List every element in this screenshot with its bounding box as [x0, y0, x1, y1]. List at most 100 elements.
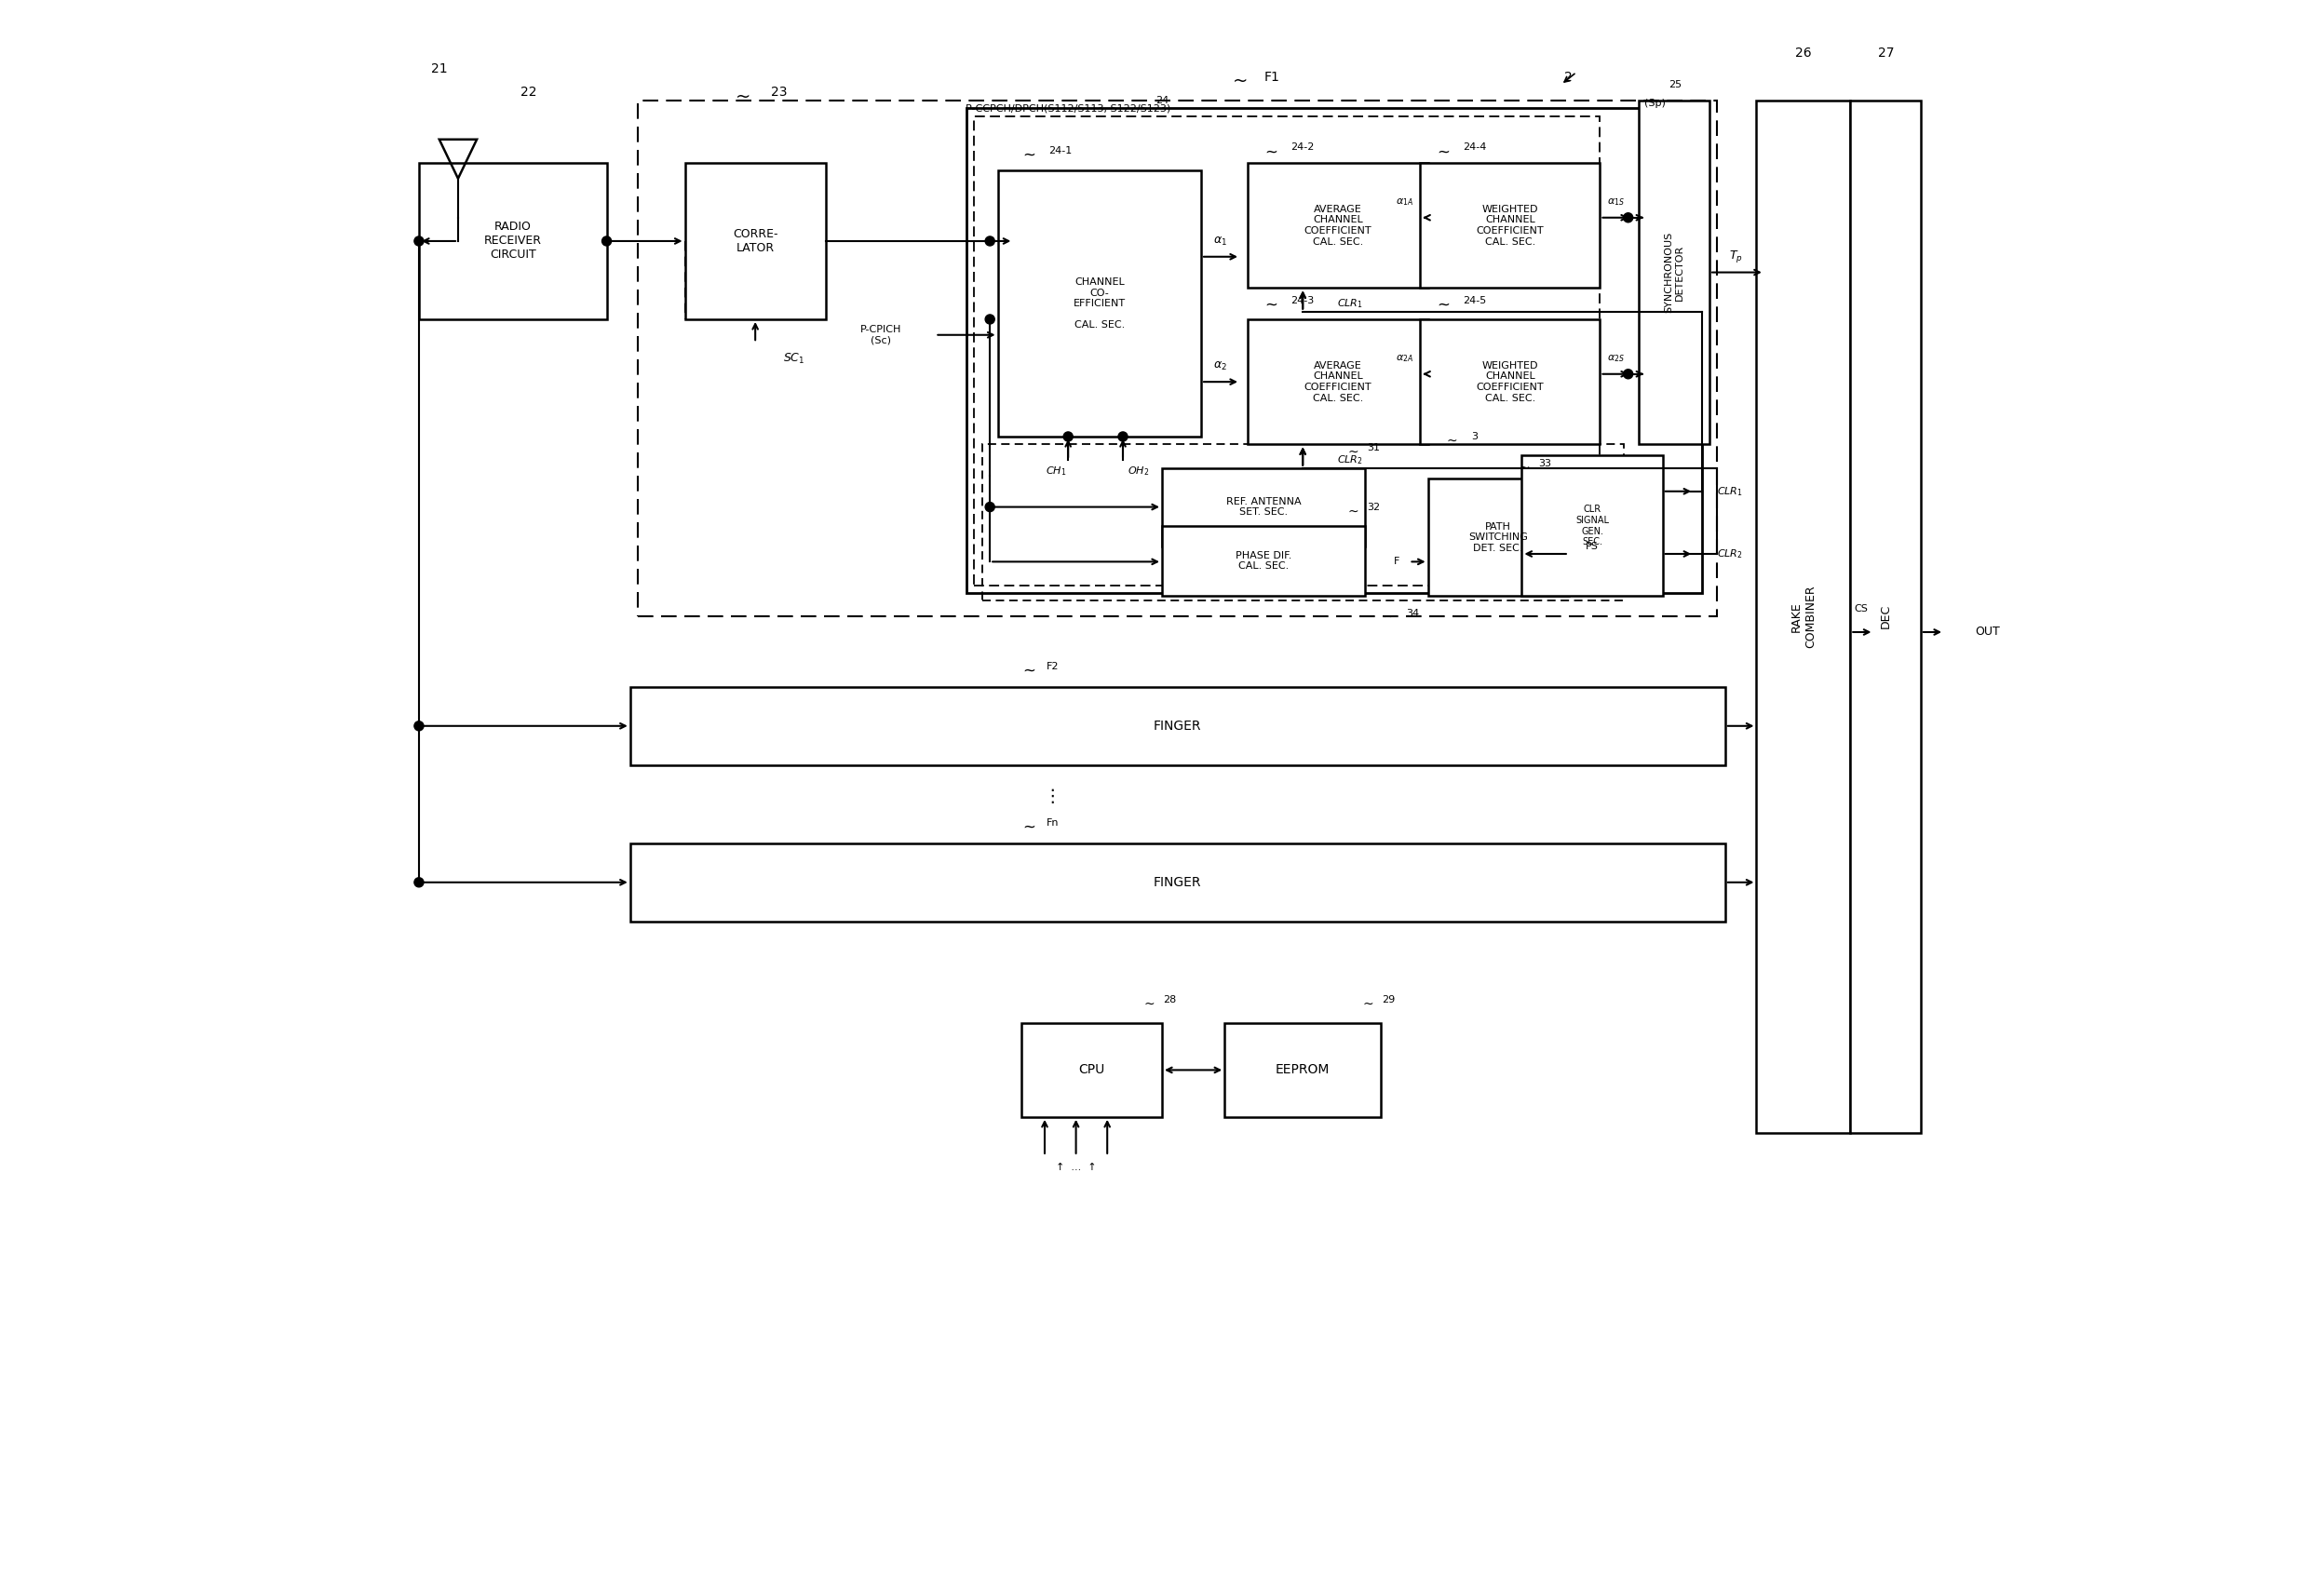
Bar	[1427, 479, 1569, 596]
Text: 34: 34	[1406, 609, 1420, 618]
Bar	[997, 170, 1202, 437]
Text: $SC_1$: $SC_1$	[783, 352, 806, 366]
Text: CS: CS	[1855, 604, 1868, 613]
Text: PHASE DIF.
CAL. SEC.: PHASE DIF. CAL. SEC.	[1236, 550, 1292, 571]
Text: 24-4: 24-4	[1464, 142, 1487, 151]
Text: CORRE-
LATOR: CORRE- LATOR	[732, 229, 779, 254]
Text: $\alpha_2$: $\alpha_2$	[1213, 360, 1227, 372]
Text: ~: ~	[1264, 296, 1278, 314]
Circle shape	[1624, 213, 1634, 222]
Text: F2: F2	[1046, 662, 1060, 672]
Text: FINGER: FINGER	[1153, 719, 1202, 732]
Text: ~: ~	[1364, 998, 1373, 1011]
Bar	[983, 445, 1624, 601]
Text: 24-2: 24-2	[1290, 142, 1315, 151]
Text: CLR
SIGNAL
GEN.
SEC.: CLR SIGNAL GEN. SEC.	[1576, 505, 1608, 547]
Text: $CLR_2$: $CLR_2$	[1717, 547, 1743, 560]
Bar	[1020, 1023, 1162, 1117]
Text: $\alpha_1$: $\alpha_1$	[1213, 235, 1227, 248]
Text: REF. ANTENNA
SET. SEC.: REF. ANTENNA SET. SEC.	[1227, 497, 1301, 517]
Bar	[1225, 1023, 1380, 1117]
Text: $CLR_1$: $CLR_1$	[1336, 296, 1362, 311]
Text: 27: 27	[1878, 47, 1894, 60]
Bar	[639, 101, 1717, 617]
Text: Fn: Fn	[1046, 818, 1060, 828]
Circle shape	[985, 314, 995, 323]
Text: ⋮: ⋮	[1043, 787, 1062, 806]
Text: CPU: CPU	[1078, 1063, 1104, 1077]
Text: OUT: OUT	[1975, 626, 2001, 639]
Text: ~: ~	[1023, 147, 1037, 164]
Text: 23: 23	[772, 87, 788, 99]
Text: RADIO
RECEIVER
CIRCUIT: RADIO RECEIVER CIRCUIT	[483, 221, 541, 262]
Bar	[1757, 101, 1850, 1132]
Text: 2: 2	[1564, 71, 1573, 84]
Text: $\alpha_{1A}$: $\alpha_{1A}$	[1397, 197, 1413, 208]
Text: ~: ~	[1436, 144, 1450, 161]
Text: 31: 31	[1367, 443, 1380, 453]
Text: 22: 22	[521, 87, 537, 99]
Bar	[1248, 319, 1427, 445]
Circle shape	[1064, 432, 1074, 442]
Bar	[1850, 101, 1920, 1132]
Text: (Sp): (Sp)	[1643, 99, 1666, 109]
Text: ~: ~	[1023, 818, 1037, 836]
Text: 32: 32	[1367, 503, 1380, 511]
Text: ~: ~	[734, 88, 751, 106]
Text: 24-3: 24-3	[1292, 296, 1315, 306]
Circle shape	[1624, 369, 1634, 378]
Text: F: F	[1394, 557, 1399, 566]
Text: PS: PS	[1585, 541, 1599, 550]
Text: $\alpha_{2S}$: $\alpha_{2S}$	[1606, 353, 1624, 364]
Text: FINGER: FINGER	[1153, 875, 1202, 889]
Text: 28: 28	[1164, 995, 1176, 1005]
Bar	[418, 162, 607, 319]
Circle shape	[1118, 432, 1127, 442]
Text: ↑  ...  ↑: ↑ ... ↑	[1055, 1162, 1097, 1172]
Text: ~: ~	[1436, 296, 1450, 314]
Text: ~: ~	[1520, 462, 1529, 475]
Bar	[630, 844, 1724, 921]
Bar	[1522, 456, 1662, 596]
Circle shape	[602, 237, 611, 246]
Circle shape	[985, 503, 995, 511]
Text: $CLR_1$: $CLR_1$	[1717, 484, 1743, 498]
Bar	[1638, 101, 1710, 445]
Text: WEIGHTED
CHANNEL
COEFFICIENT
CAL. SEC.: WEIGHTED CHANNEL COEFFICIENT CAL. SEC.	[1476, 361, 1543, 402]
Text: 24: 24	[1155, 96, 1169, 106]
Text: 21: 21	[430, 63, 449, 76]
Text: ~: ~	[1383, 610, 1394, 623]
Circle shape	[414, 721, 423, 730]
Text: $\alpha_{1S}$: $\alpha_{1S}$	[1606, 197, 1624, 208]
Text: $CH_1$: $CH_1$	[1046, 465, 1067, 478]
Text: ~: ~	[1348, 446, 1357, 459]
Bar	[1420, 162, 1599, 289]
Text: ~: ~	[1023, 662, 1037, 680]
Text: P-CCPCH/DPCH(S112/S113, S122/S123): P-CCPCH/DPCH(S112/S113, S122/S123)	[964, 104, 1171, 114]
Text: WEIGHTED
CHANNEL
COEFFICIENT
CAL. SEC.: WEIGHTED CHANNEL COEFFICIENT CAL. SEC.	[1476, 205, 1543, 246]
Text: AVERAGE
CHANNEL
COEFFICIENT
CAL. SEC.: AVERAGE CHANNEL COEFFICIENT CAL. SEC.	[1304, 205, 1371, 246]
Text: P-CPICH
(Sc): P-CPICH (Sc)	[860, 325, 902, 345]
Text: ~: ~	[1143, 998, 1155, 1011]
Text: 26: 26	[1794, 47, 1813, 60]
Text: $\alpha_{2A}$: $\alpha_{2A}$	[1397, 353, 1413, 364]
Text: ~: ~	[1264, 144, 1278, 161]
Text: CHANNEL
CO-
EFFICIENT

CAL. SEC.: CHANNEL CO- EFFICIENT CAL. SEC.	[1074, 278, 1125, 330]
Bar	[1248, 162, 1427, 289]
Text: 25: 25	[1669, 80, 1683, 90]
Bar	[686, 162, 825, 319]
Text: $CLR_2$: $CLR_2$	[1336, 454, 1362, 467]
Text: ~: ~	[1348, 505, 1357, 519]
Bar	[1162, 468, 1367, 546]
Text: 24-5: 24-5	[1464, 296, 1487, 306]
Text: $T_p$: $T_p$	[1729, 249, 1743, 265]
Text: DEC: DEC	[1880, 604, 1892, 629]
Bar	[1162, 525, 1367, 596]
Bar	[1420, 319, 1599, 445]
Bar	[967, 109, 1701, 593]
Circle shape	[414, 878, 423, 886]
Bar	[974, 117, 1599, 585]
Text: EEPROM: EEPROM	[1276, 1063, 1329, 1077]
Text: AVERAGE
CHANNEL
COEFFICIENT
CAL. SEC.: AVERAGE CHANNEL COEFFICIENT CAL. SEC.	[1304, 361, 1371, 402]
Text: 29: 29	[1383, 995, 1394, 1005]
